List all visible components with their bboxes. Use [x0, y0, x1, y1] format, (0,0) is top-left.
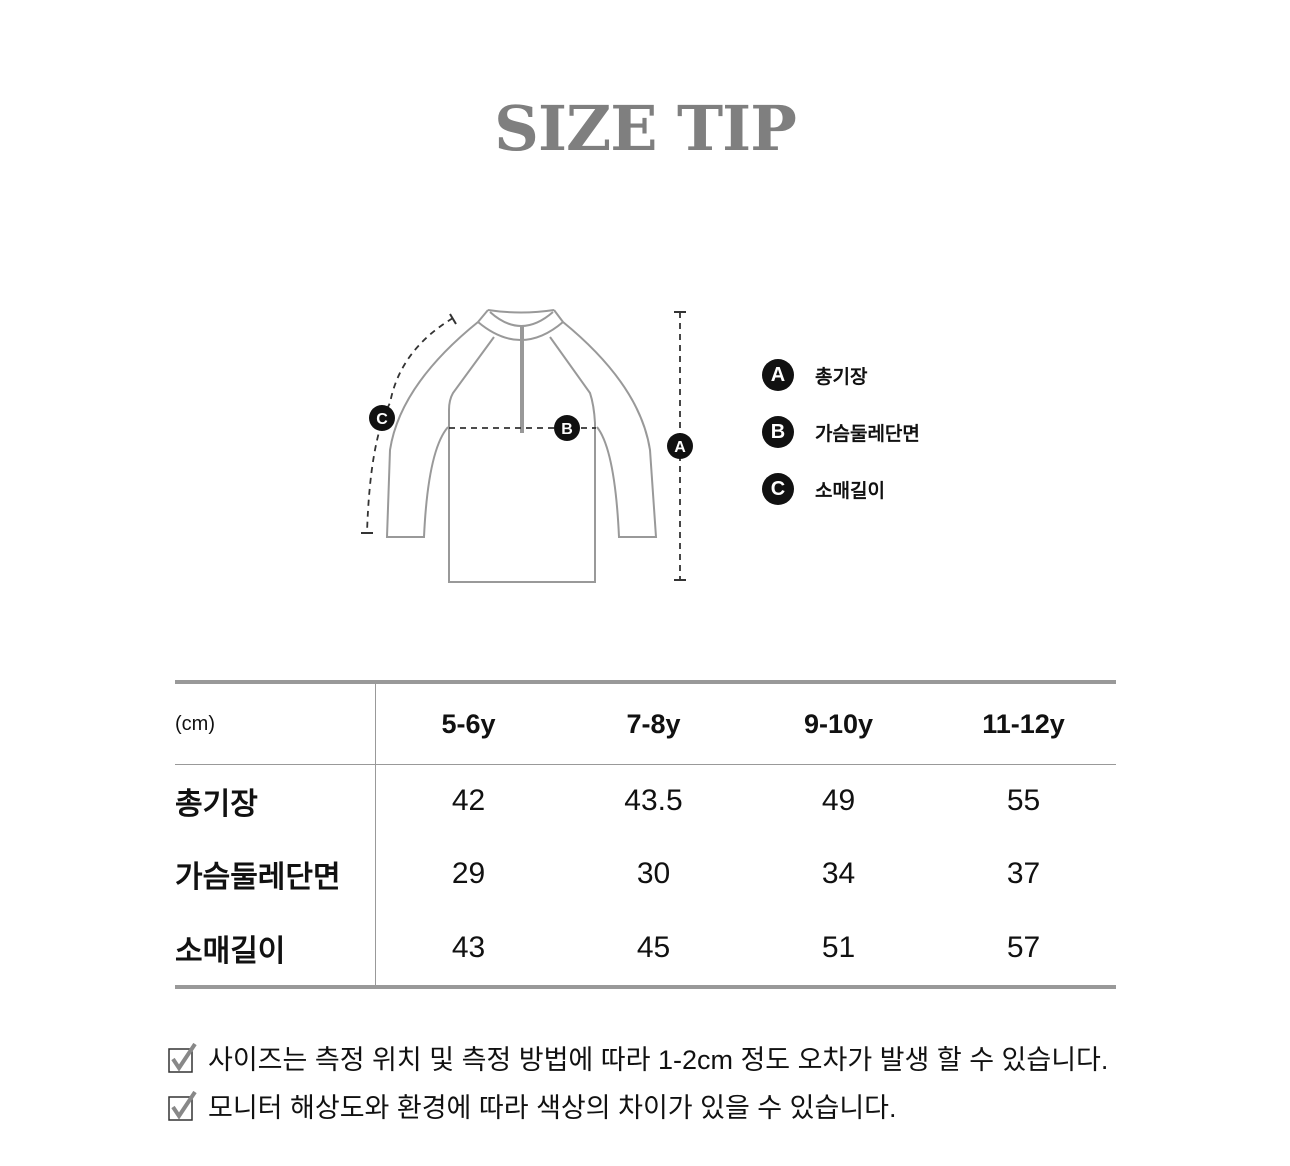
note-text: 사이즈는 측정 위치 및 측정 방법에 따라 1-2cm 정도 오차가 발생 할… — [208, 1045, 1109, 1075]
marker-b: B — [554, 415, 580, 441]
cell: 55 — [1006, 783, 1041, 817]
marker-a: A — [667, 433, 693, 459]
row-label: 소매길이 — [175, 911, 376, 987]
svg-text:A: A — [674, 439, 686, 456]
cell: 49 — [821, 783, 856, 817]
cell: 45 — [636, 931, 671, 964]
cell: 29 — [451, 857, 486, 890]
page-title: SIZE TIP — [494, 92, 797, 165]
row-label: 가슴둘레단면 — [175, 836, 376, 912]
note-item: 모니터 해상도와 환경에 따라 색상의 차이가 있을 수 있습니다. — [168, 1086, 897, 1125]
note-item: 사이즈는 측정 위치 및 측정 방법에 따라 1-2cm 정도 오차가 발생 할… — [168, 1038, 1108, 1077]
checkbox-checked-icon — [168, 1042, 197, 1073]
table-row: 총기장 42 43.5 49 55 — [175, 764, 1116, 837]
cell: 43.5 — [624, 783, 683, 817]
note-text: 모니터 해상도와 환경에 따라 색상의 차이가 있을 수 있습니다. — [208, 1093, 897, 1123]
garment-diagram: B A C — [361, 309, 693, 583]
marker-c: C — [369, 405, 395, 431]
badge-a: A — [762, 359, 794, 391]
measure-line-c — [366, 317, 454, 534]
row-label: 총기장 — [175, 764, 376, 837]
cell: 34 — [821, 857, 856, 890]
column-header: 5-6y — [375, 682, 561, 765]
checkbox-checked-icon — [168, 1090, 197, 1121]
legend-label: 총기장 — [815, 366, 868, 388]
cell: 57 — [1006, 931, 1041, 964]
legend-label: 가슴둘레단면 — [815, 423, 920, 445]
cell: 42 — [451, 783, 486, 817]
badge-c: C — [762, 473, 794, 505]
legend-label: 소매길이 — [815, 480, 885, 502]
table-row: 소매길이 43 45 51 57 — [175, 911, 1116, 987]
unit-label: (cm) — [175, 682, 376, 765]
svg-text:C: C — [376, 411, 388, 428]
column-header: 7-8y — [561, 682, 746, 765]
legend-item-b: B 가슴둘레단면 — [762, 416, 920, 448]
size-table: (cm) 5-6y 7-8y 9-10y 11-12y 총기장 42 43.5 … — [175, 680, 1116, 989]
legend-item-c: C 소매길이 — [762, 473, 885, 505]
cell: 43 — [451, 931, 486, 964]
cell: 51 — [821, 931, 856, 964]
cell: 37 — [1006, 857, 1041, 890]
badge-b: B — [762, 416, 794, 448]
legend-item-a: A 총기장 — [762, 359, 867, 391]
column-header: 11-12y — [931, 682, 1116, 765]
column-header: 9-10y — [746, 682, 931, 765]
table-row: 가슴둘레단면 29 30 34 37 — [175, 836, 1116, 912]
svg-text:B: B — [561, 421, 573, 438]
cell: 30 — [636, 857, 671, 890]
